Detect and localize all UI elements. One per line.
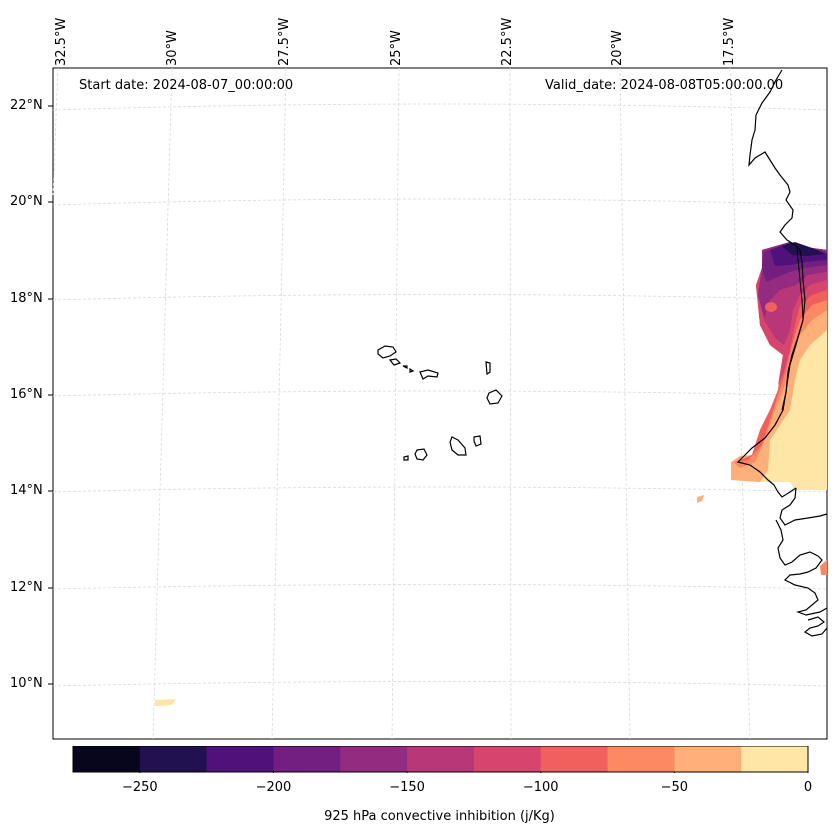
meridian-25w <box>391 67 400 740</box>
colorbar-swatch <box>407 746 475 772</box>
parallel-18n <box>52 294 828 301</box>
island-raso <box>409 367 415 373</box>
lon-label-25w: 25°W <box>389 30 404 66</box>
lon-label-32-5w: 32.5°W <box>54 17 69 66</box>
meridian-17-5w <box>729 67 751 740</box>
colorbar <box>72 746 809 773</box>
meridian-20w <box>619 67 631 740</box>
island-santiago <box>449 436 467 456</box>
colorbar-tick-label: −250 <box>121 780 158 795</box>
parallel-14n <box>52 486 828 493</box>
colorbar-tick-label: −100 <box>522 780 559 795</box>
colorbar-swatch <box>540 746 609 772</box>
meridian-27-5w <box>271 67 287 740</box>
meridian-32-5w <box>52 67 59 196</box>
colorbar-tick-label: −150 <box>389 780 425 795</box>
colorbar-swatch <box>206 746 274 772</box>
colorbar-tick-label: 0 <box>803 780 813 795</box>
meridian-22-5w <box>509 67 512 740</box>
guinea-bissau-coast <box>775 519 828 616</box>
axis-ticks <box>48 105 53 685</box>
island-sal <box>485 361 491 376</box>
parallel-20n <box>52 198 828 206</box>
lon-label-22-5w: 22.5°W <box>500 17 515 66</box>
island-maio <box>473 435 482 447</box>
cin-local-minimum <box>765 302 777 312</box>
lat-label-14n: 14°N <box>10 483 43 498</box>
cin-patch-southwest <box>155 699 176 706</box>
colorbar-title: 925 hPa convective inhibition (j/Kg) <box>324 809 555 824</box>
colorbar-swatch <box>674 746 742 772</box>
parallel-12n <box>52 584 828 590</box>
island-sao-vicente <box>388 358 402 366</box>
island-brava <box>403 455 409 461</box>
cin-contours <box>155 242 827 706</box>
lat-label-16n: 16°N <box>10 387 43 402</box>
island-boa-vista <box>486 389 503 405</box>
island-fogo <box>414 448 428 461</box>
lat-label-12n: 12°N <box>10 580 43 595</box>
border-line <box>781 247 804 411</box>
parallel-16n <box>52 390 828 397</box>
lon-label-30w: 30°W <box>165 30 180 66</box>
island-sao-nicolau <box>419 369 439 380</box>
island-santa-luzia <box>402 365 408 369</box>
colorbar-swatch <box>139 746 208 772</box>
cin-patch-south-coast <box>820 560 827 575</box>
africa-coast-north <box>736 69 806 498</box>
colorbar-swatch <box>741 746 809 772</box>
colorbar-frame <box>72 746 809 773</box>
senegal-gambia-coast <box>779 487 828 526</box>
map-frame <box>52 67 828 740</box>
island-santo-antao <box>377 345 397 359</box>
colorbar-swatch <box>473 746 542 772</box>
valid-date-label: Valid_date: 2024-08-08T05:00:00.00 <box>545 78 784 93</box>
colorbar-swatch <box>607 746 675 772</box>
parallel-22n <box>52 103 828 111</box>
coastlines <box>377 69 828 637</box>
lon-label-17-5w: 17.5°W <box>722 17 737 66</box>
guinea-coast <box>803 616 828 637</box>
colorbar-swatch <box>273 746 341 772</box>
graticule <box>52 67 828 740</box>
start-date-label: Start date: 2024-08-07_00:00:00 <box>79 78 294 93</box>
colorbar-swatch <box>340 746 408 772</box>
parallel-10n <box>52 681 828 687</box>
colorbar-tick-label: −200 <box>255 780 292 795</box>
cin-patch-offshore <box>697 495 704 503</box>
colorbar-tick-label: −50 <box>660 780 689 795</box>
cin-region-minus225-to-minus250 <box>782 242 825 256</box>
lon-label-20w: 20°W <box>610 30 625 66</box>
meridian-30w <box>152 67 173 740</box>
lat-label-10n: 10°N <box>10 676 43 691</box>
lat-label-22n: 22°N <box>10 98 43 113</box>
lat-label-18n: 18°N <box>10 291 43 306</box>
lat-label-20n: 20°N <box>10 194 43 209</box>
lon-label-27-5w: 27.5°W <box>277 17 292 66</box>
colorbar-swatch <box>73 746 141 772</box>
